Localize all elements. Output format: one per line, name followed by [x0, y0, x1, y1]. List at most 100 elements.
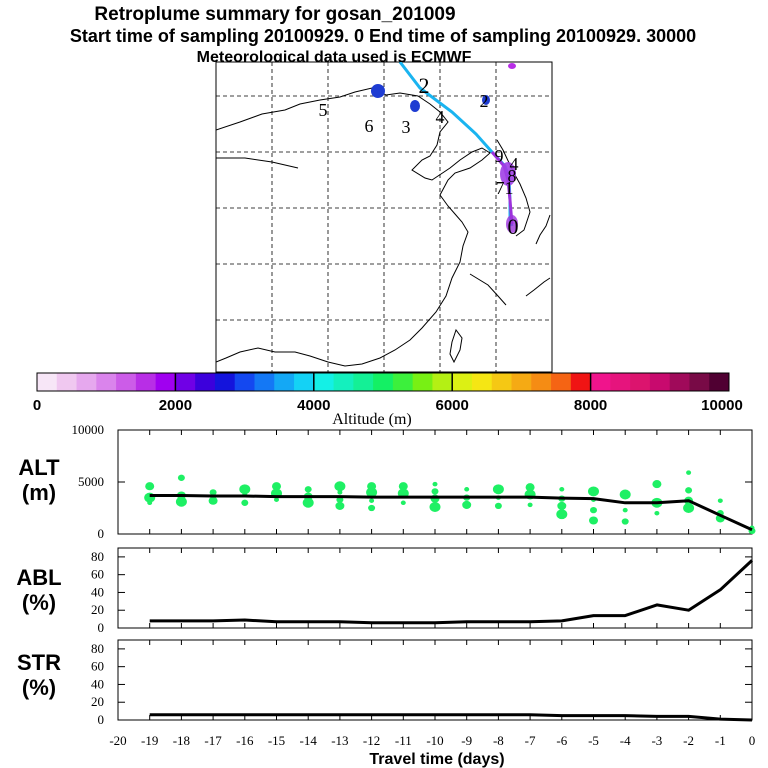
- colorbar-swatch: [76, 373, 97, 391]
- alt-mean-line: [149, 494, 753, 532]
- map-content: 0 1 2 3 4 5 6 9 7 8 2 4: [216, 62, 552, 372]
- alt-ytick: 0: [98, 526, 105, 541]
- xtick: -11: [395, 733, 412, 748]
- alt-cluster-dot: [432, 481, 438, 487]
- cluster-blob: [500, 162, 516, 186]
- alt-cluster-dot: [556, 509, 568, 520]
- abl-panel-frame: [117, 547, 753, 629]
- str-ytick: 20: [91, 694, 104, 709]
- abl-ytick: 20: [91, 602, 104, 617]
- colorbar-swatch: [491, 373, 513, 391]
- cluster-label: 5: [319, 100, 328, 120]
- colorbar-swatch: [175, 373, 196, 391]
- xtick: -20: [109, 733, 126, 748]
- xtick: -1: [715, 733, 726, 748]
- alt-cluster-dot: [274, 497, 279, 502]
- alt-cluster-dot: [652, 480, 662, 489]
- alt-cluster-dot: [654, 510, 660, 516]
- alt-cluster-dot: [302, 497, 314, 508]
- alt-cluster-dot: [304, 486, 312, 493]
- alt-cluster-dot: [431, 488, 439, 495]
- colorbar-tick: 2000: [159, 397, 192, 414]
- cluster-label: 3: [402, 117, 411, 137]
- xtick: -15: [268, 733, 285, 748]
- panel-label-abl: ABL: [16, 565, 61, 590]
- xtick: -10: [426, 733, 443, 748]
- abl-ytick: 60: [91, 567, 104, 582]
- alt-cluster-dot: [622, 507, 628, 513]
- abl-ytick: 80: [91, 549, 104, 564]
- colorbar-swatch: [511, 373, 532, 391]
- xtick: -8: [493, 733, 504, 748]
- alt-cluster-dot: [335, 501, 345, 510]
- colorbar-swatch: [313, 373, 335, 391]
- panel-unit-str: (%): [22, 675, 56, 700]
- panel-labels: ALT (m) ABL (%) STR (%): [16, 455, 61, 700]
- alt-cluster-dot: [337, 490, 343, 495]
- alt-ytick: 10000: [72, 422, 105, 437]
- colorbar-swatch: [471, 373, 493, 391]
- alt-cluster-dot: [494, 502, 502, 510]
- panel-unit-abl: (%): [22, 590, 56, 615]
- alt-cluster-dot: [175, 496, 187, 507]
- colorbar: 0 2000 4000 6000 8000 10000 Altitude (m): [33, 372, 743, 428]
- colorbar-swatch: [551, 373, 572, 391]
- colorbar-swatch: [116, 373, 137, 391]
- cluster-blob: [508, 63, 516, 69]
- colorbar-major-ticks: [174, 373, 592, 391]
- map-gridlines: [216, 62, 552, 372]
- xtick: -12: [363, 733, 380, 748]
- cluster-label: 0: [508, 214, 519, 239]
- cluster-label: 8: [508, 166, 517, 186]
- alt-cluster-dot: [429, 502, 441, 512]
- colorbar-swatch: [294, 373, 315, 391]
- str-panel-frame: [117, 639, 753, 721]
- xtick: -6: [556, 733, 567, 748]
- xtick: -7: [525, 733, 536, 748]
- panel-label-str: STR: [17, 650, 61, 675]
- colorbar-swatch: [392, 373, 414, 391]
- cluster-label: 2: [419, 73, 430, 98]
- alt-cluster-dot: [464, 487, 470, 492]
- colorbar-swatch: [373, 373, 394, 391]
- colorbar-swatch: [610, 373, 631, 391]
- str-ytick: 60: [91, 659, 104, 674]
- abl-line: [149, 559, 754, 625]
- colorbar-swatch: [155, 373, 176, 391]
- colorbar-tick: 10000: [701, 397, 743, 414]
- xtick: 0: [749, 733, 756, 748]
- colorbar-swatch: [649, 373, 671, 391]
- cluster-blob: [410, 100, 420, 112]
- alt-cluster-dot: [145, 482, 155, 491]
- colorbar-swatch: [234, 373, 255, 391]
- colorbar-swatch: [432, 373, 453, 391]
- str-ytick: 80: [91, 641, 104, 656]
- colorbar-swatch: [709, 373, 730, 391]
- colorbar-swatch: [274, 373, 295, 391]
- xtick: -16: [236, 733, 254, 748]
- alt-cluster-dot: [619, 489, 631, 500]
- alt-cluster-dot: [208, 496, 218, 505]
- str-line: [149, 713, 753, 722]
- abl-ytick: 40: [91, 584, 104, 599]
- map-coastlines: [216, 87, 551, 367]
- alt-cluster-dot: [557, 501, 567, 510]
- colorbar-tick: 8000: [574, 397, 607, 414]
- xtick: -9: [461, 733, 472, 748]
- alt-cluster-dot: [367, 482, 377, 491]
- xtick: -14: [300, 733, 318, 748]
- alt-cluster-dot: [462, 500, 472, 509]
- sampling-time-subtitle: Start time of sampling 20100929. 0 End t…: [70, 26, 696, 46]
- alt-cluster-dot: [685, 487, 693, 494]
- chart-title: Retroplume summary for gosan_201009: [94, 4, 455, 25]
- xtick: -17: [204, 733, 222, 748]
- colorbar-swatch: [630, 373, 651, 391]
- alt-cluster-dot: [590, 506, 597, 514]
- xtick: -3: [651, 733, 662, 748]
- colorbar-tick-labels: 0 2000 4000 6000 8000 10000: [33, 397, 743, 414]
- abl-ytick: 0: [98, 620, 105, 635]
- alt-cluster-dot: [525, 483, 535, 492]
- colorbar-swatch: [531, 373, 552, 391]
- xtick: -5: [588, 733, 599, 748]
